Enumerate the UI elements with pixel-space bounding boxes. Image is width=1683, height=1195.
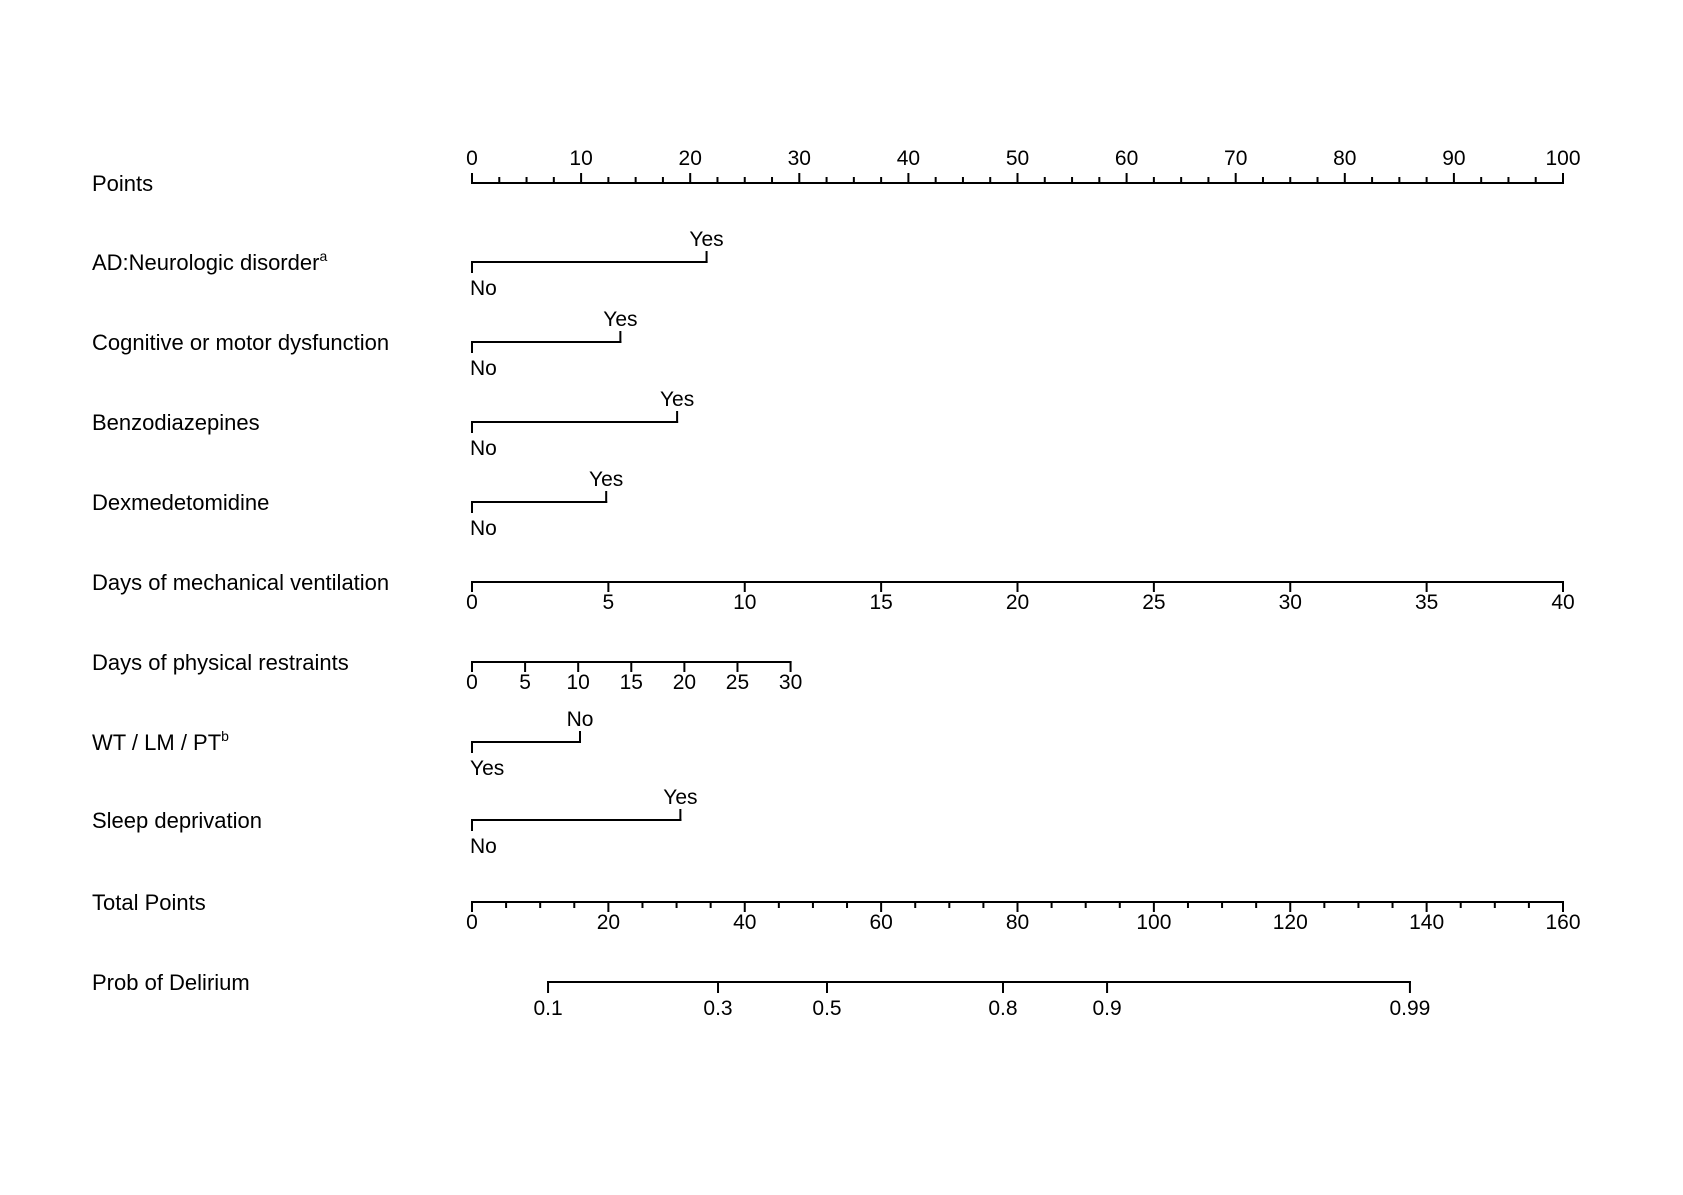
- days-of-physical-restraints-label: Days of physical restraints: [92, 650, 349, 675]
- total-points-tick-label: 80: [1006, 911, 1029, 934]
- days-of-physical-restraints-tick-label: 20: [673, 671, 696, 694]
- sleep-deprivation-high-label: Yes: [663, 786, 697, 809]
- total-points-tick-label: 40: [733, 911, 756, 934]
- wt-lm-pt-low-label: Yes: [470, 757, 504, 780]
- days-of-mechanical-ventilation-tick-label: 25: [1142, 591, 1165, 614]
- sleep-deprivation-label: Sleep deprivation: [92, 808, 262, 833]
- points-tick-label: 10: [569, 147, 592, 170]
- points-tick-label: 70: [1224, 147, 1247, 170]
- days-of-mechanical-ventilation-label: Days of mechanical ventilation: [92, 570, 389, 595]
- wt-lm-pt-label: WT / LM / PTb: [92, 728, 229, 755]
- days-of-mechanical-ventilation-tick-label: 0: [466, 591, 478, 614]
- days-of-physical-restraints-tick-label: 0: [466, 671, 478, 694]
- days-of-physical-restraints-tick-label: 30: [779, 671, 802, 694]
- total-points-tick-label: 100: [1136, 911, 1171, 934]
- ad-neurologic-disorder-superscript: a: [319, 248, 327, 264]
- days-of-mechanical-ventilation-tick-label: 35: [1415, 591, 1438, 614]
- points-tick-label: 40: [897, 147, 920, 170]
- dexmedetomidine-low-label: No: [470, 517, 497, 540]
- days-of-physical-restraints-tick-label: 10: [567, 671, 590, 694]
- days-of-physical-restraints-tick-label: 25: [726, 671, 749, 694]
- row-days-of-physical-restraints: Days of physical restraints 0 5 10 15 20 25 30: [92, 650, 802, 694]
- row-points: Points 0 10 20 30 40 50 60 70 80 90 100: [92, 147, 1581, 196]
- row-days-of-mechanical-ventilation: Days of mechanical ventilation 0 5 10 15 20 25…: [92, 570, 1575, 614]
- row-sleep-deprivation: Sleep deprivation No Yes: [92, 786, 698, 858]
- points-tick-label: 80: [1333, 147, 1356, 170]
- benzodiazepines-low-label: No: [470, 437, 497, 460]
- days-of-mechanical-ventilation-tick-label: 20: [1006, 591, 1029, 614]
- total-points-tick-label: 60: [869, 911, 892, 934]
- total-points-tick-label: 140: [1409, 911, 1444, 934]
- row-prob-of-delirium: Prob of Delirium 0.1 0.3 0.5 0.8 0.9 0.99: [92, 970, 1430, 1020]
- points-tick-label: 90: [1442, 147, 1465, 170]
- benzodiazepines-high-label: Yes: [660, 388, 694, 411]
- days-of-mechanical-ventilation-tick-label: 10: [733, 591, 756, 614]
- cognitive-or-motor-dysfunction-low-label: No: [470, 357, 497, 380]
- points-tick-label: 100: [1545, 147, 1580, 170]
- benzodiazepines-label: Benzodiazepines: [92, 410, 260, 435]
- days-of-physical-restraints-tick-label: 15: [620, 671, 643, 694]
- cognitive-or-motor-dysfunction-label: Cognitive or motor dysfunction: [92, 330, 389, 355]
- days-of-mechanical-ventilation-tick-label: 5: [603, 591, 615, 614]
- points-tick-label: 30: [788, 147, 811, 170]
- row-benzodiazepines: Benzodiazepines No Yes: [92, 388, 694, 460]
- wt-lm-pt-high-label: No: [567, 708, 594, 731]
- days-of-physical-restraints-tick-label: 5: [519, 671, 531, 694]
- row-dexmedetomidine: Dexmedetomidine No Yes: [92, 468, 623, 540]
- prob-of-delirium-tick-label: 0.3: [703, 997, 732, 1020]
- points-tick-label: 50: [1006, 147, 1029, 170]
- prob-of-delirium-tick-label: 0.9: [1092, 997, 1121, 1020]
- prob-of-delirium-tick-label: 0.99: [1389, 997, 1430, 1020]
- sleep-deprivation-low-label: No: [470, 835, 497, 858]
- prob-of-delirium-tick-label: 0.8: [988, 997, 1017, 1020]
- total-points-tick-label: 0: [466, 911, 478, 934]
- row-total-points: Total Points 0 20 40 60 80 100 120 140 160: [92, 890, 1581, 934]
- days-of-mechanical-ventilation-tick-label: 30: [1279, 591, 1302, 614]
- dexmedetomidine-label: Dexmedetomidine: [92, 490, 269, 515]
- prob-of-delirium-tick-label: 0.5: [812, 997, 841, 1020]
- row-wt-lm-pt: WT / LM / PTb Yes No: [92, 708, 593, 780]
- total-points-tick-label: 20: [597, 911, 620, 934]
- days-of-mechanical-ventilation-tick-label: 40: [1551, 591, 1574, 614]
- points-tick-label: 20: [679, 147, 702, 170]
- total-points-tick-label: 120: [1273, 911, 1308, 934]
- points-tick-label: 60: [1115, 147, 1138, 170]
- total-points-label: Total Points: [92, 890, 206, 915]
- prob-of-delirium-tick-label: 0.1: [533, 997, 562, 1020]
- points-label: Points: [92, 171, 153, 196]
- ad-neurologic-disorder-high-label: Yes: [689, 228, 723, 251]
- cognitive-or-motor-dysfunction-high-label: Yes: [603, 308, 637, 331]
- ad-neurologic-disorder-label: AD:Neurologic disordera: [92, 248, 327, 275]
- wt-lm-pt-superscript: b: [221, 728, 229, 744]
- points-tick-label: 0: [466, 147, 478, 170]
- total-points-tick-label: 160: [1545, 911, 1580, 934]
- days-of-mechanical-ventilation-tick-label: 15: [869, 591, 892, 614]
- prob-of-delirium-label: Prob of Delirium: [92, 970, 250, 995]
- dexmedetomidine-high-label: Yes: [589, 468, 623, 491]
- ad-neurologic-disorder-low-label: No: [470, 277, 497, 300]
- row-ad-neurologic-disorder: AD:Neurologic disordera No Yes: [92, 228, 724, 300]
- row-cognitive-or-motor-dysfunction: Cognitive or motor dysfunction No Yes: [92, 308, 638, 380]
